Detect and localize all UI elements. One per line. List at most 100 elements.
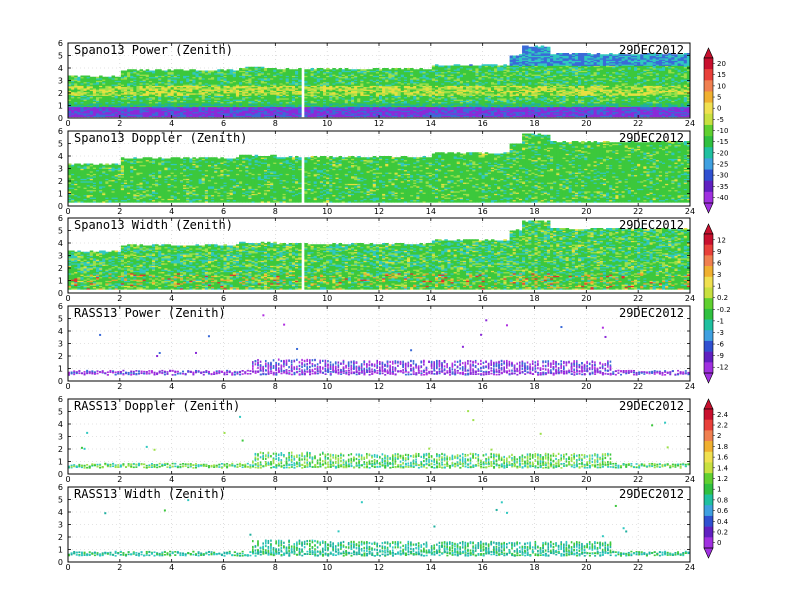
heat-cell: [142, 74, 147, 76]
heat-cell: [161, 98, 165, 100]
heat-cell: [248, 90, 252, 93]
heat-cell: [279, 73, 283, 75]
heat-cell: [83, 104, 88, 106]
heat-cell: [223, 110, 228, 113]
heat-cell: [148, 76, 153, 79]
heat-cell: [117, 103, 122, 105]
heat-cell: [130, 76, 134, 79]
heat-cell: [74, 78, 78, 80]
heat-cell: [167, 94, 172, 96]
heat-cell: [263, 84, 268, 86]
heat-cell: [217, 111, 221, 114]
heat-cell: [195, 73, 200, 75]
heat-cell: [155, 89, 159, 91]
heat-cell: [211, 73, 215, 75]
heat-cell: [155, 71, 159, 74]
heat-cell: [279, 78, 283, 80]
heat-cell: [117, 78, 122, 80]
heat-cell: [310, 68, 315, 70]
heat-cell: [207, 101, 212, 104]
heat-cell: [226, 73, 231, 75]
heat-cell: [74, 108, 78, 110]
heat-cell: [263, 108, 268, 110]
heat-cell: [179, 81, 184, 84]
heat-cell: [245, 76, 249, 79]
heat-cell: [214, 73, 218, 75]
heat-cell: [77, 94, 81, 96]
heat-cell: [189, 101, 193, 104]
heat-cell: [204, 110, 209, 113]
heat-cell: [176, 88, 181, 90]
heat-cell: [248, 73, 252, 75]
heat-cell: [71, 76, 75, 79]
heat-cell: [92, 91, 97, 94]
heat-cell: [74, 93, 78, 95]
heat-cell: [148, 109, 153, 111]
heat-cell: [148, 113, 153, 115]
heat-cell: [83, 80, 88, 83]
heat-cell: [86, 106, 91, 109]
heat-cell: [198, 84, 203, 86]
heat-cell: [422, 69, 427, 71]
heat-cell: [164, 93, 168, 95]
heat-cell: [148, 93, 153, 95]
heat-cell: [102, 81, 106, 84]
heat-cell: [145, 96, 150, 99]
heat-cell: [167, 89, 172, 91]
heat-cell: [242, 91, 246, 94]
heat-cell: [192, 70, 196, 73]
heat-cell: [189, 71, 193, 74]
heat-cell: [242, 100, 246, 103]
heat-cell: [102, 114, 106, 116]
heat-cell: [142, 105, 147, 108]
heat-cell: [189, 113, 193, 115]
heat-cell: [273, 104, 277, 106]
heat-cell: [263, 94, 268, 96]
heat-cell: [257, 75, 262, 78]
heat-cell: [170, 88, 175, 90]
heat-cell: [207, 91, 212, 94]
heat-cell: [77, 100, 81, 103]
heat-cell: [108, 81, 112, 84]
heat-cell: [211, 99, 215, 101]
heat-cell: [245, 73, 249, 75]
heat-cell: [207, 103, 212, 105]
heat-cell: [201, 89, 206, 91]
heat-cell: [114, 114, 119, 116]
heat-cell: [176, 95, 181, 98]
heat-cell: [123, 91, 128, 94]
heat-cell: [95, 111, 100, 114]
heat-cell: [251, 78, 255, 80]
heat-cell: [313, 69, 318, 71]
heat-cell: [204, 70, 209, 73]
heat-cell: [120, 70, 125, 73]
heat-cell: [139, 115, 144, 118]
heat-cell: [235, 98, 240, 100]
heat-cell: [139, 114, 144, 116]
heat-cell: [235, 106, 240, 109]
heat-cell: [176, 100, 181, 103]
heat-cell: [139, 98, 144, 100]
heat-cell: [136, 109, 140, 111]
heat-cell: [229, 113, 234, 115]
heat-cell: [192, 98, 196, 100]
heat-cell: [179, 91, 184, 94]
heat-cell: [251, 105, 255, 108]
heat-cell: [347, 69, 352, 71]
heat-cell: [220, 89, 224, 91]
heat-cell: [83, 94, 88, 96]
heat-cell: [111, 113, 116, 115]
heat-cell: [245, 103, 249, 105]
heat-cell: [282, 104, 287, 106]
heat-cell: [232, 74, 237, 76]
heat-cell: [173, 69, 178, 71]
heat-cell: [282, 101, 287, 104]
heat-cell: [248, 86, 252, 89]
heat-cell: [217, 90, 221, 93]
heat-cell: [145, 75, 150, 78]
heat-cell: [239, 75, 243, 78]
heat-cell: [92, 88, 97, 90]
heat-cell: [151, 115, 156, 118]
heat-cell: [462, 65, 467, 68]
heat-cell: [204, 74, 209, 76]
